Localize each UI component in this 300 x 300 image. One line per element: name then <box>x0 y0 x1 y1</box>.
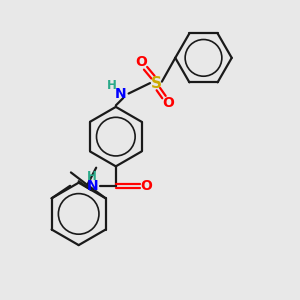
Text: O: O <box>140 179 152 193</box>
Text: O: O <box>135 55 147 69</box>
Text: H: H <box>87 170 97 183</box>
Text: N: N <box>115 86 126 100</box>
Text: S: S <box>150 76 161 91</box>
Text: N: N <box>87 179 98 193</box>
Text: H: H <box>106 79 116 92</box>
Text: O: O <box>162 96 174 110</box>
